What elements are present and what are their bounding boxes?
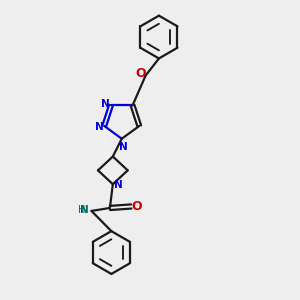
Text: N: N bbox=[94, 122, 103, 132]
Text: H: H bbox=[77, 205, 85, 215]
Text: O: O bbox=[131, 200, 142, 213]
Text: N: N bbox=[119, 142, 128, 152]
Text: N: N bbox=[101, 99, 110, 109]
Text: O: O bbox=[135, 67, 146, 80]
Text: N: N bbox=[114, 180, 123, 190]
Text: N: N bbox=[80, 205, 89, 215]
